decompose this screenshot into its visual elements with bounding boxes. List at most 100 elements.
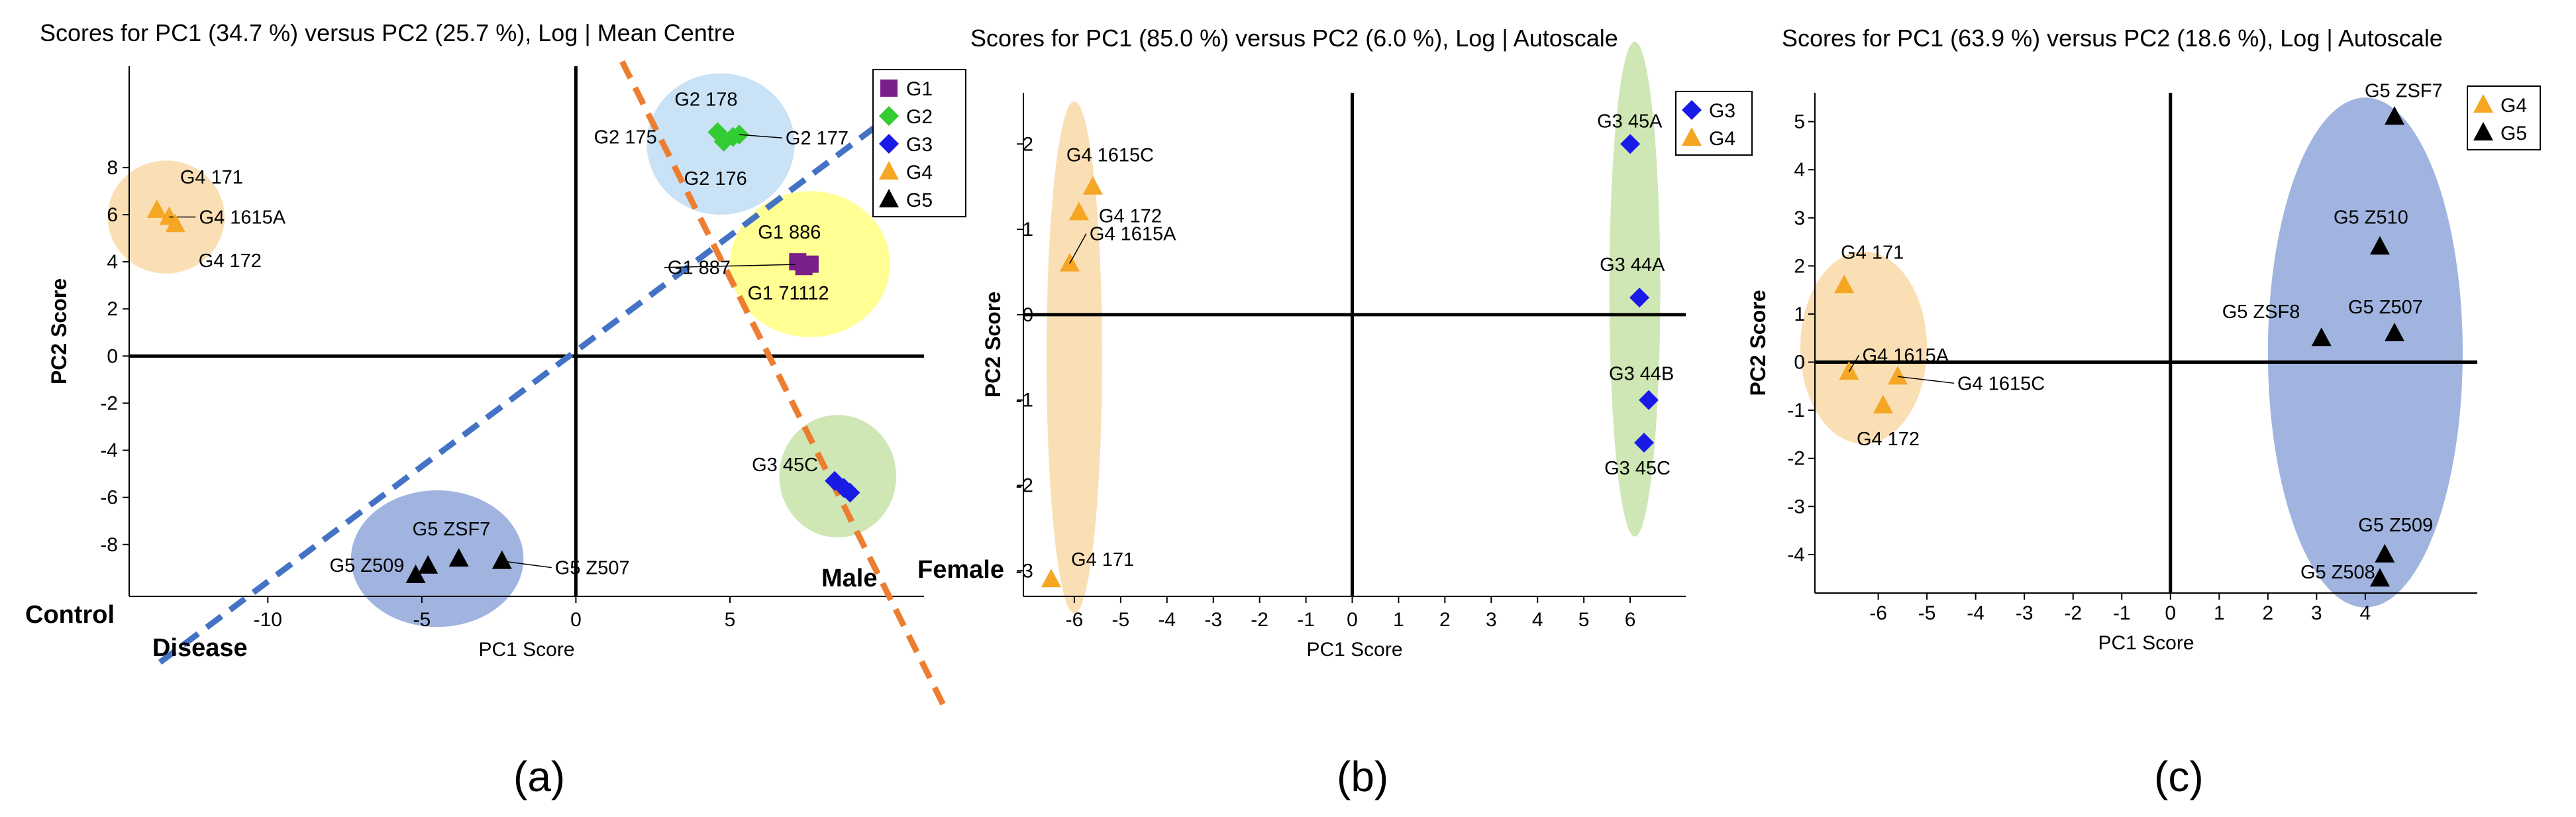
legend-label: G5 <box>2500 123 2527 144</box>
leader-line <box>664 263 810 268</box>
x-tick-label: 1 <box>1393 609 1404 631</box>
legend-marker-g5 <box>2473 122 2493 140</box>
data-point-g3 <box>1629 288 1650 308</box>
data-label: G5 ZSF8 <box>2222 301 2300 323</box>
data-label: G3 45C <box>1604 458 1671 479</box>
y-tick-label: 1 <box>1022 219 1033 241</box>
x-tick-label: -4 <box>1967 602 1984 624</box>
x-tick-label: -5 <box>1112 609 1130 631</box>
x-axis-label: PC1 Score <box>2098 632 2194 654</box>
data-label: G3 45A <box>1597 111 1663 132</box>
group-ellipse-g5 <box>350 490 524 627</box>
y-tick-label: -4 <box>1787 544 1805 566</box>
legend-marker-g1 <box>880 80 898 97</box>
data-point-g4 <box>1873 394 1893 413</box>
legend-label: G4 <box>1709 128 1735 150</box>
data-label: G4 1615A <box>1090 224 1176 245</box>
data-point-g3 <box>1620 134 1641 154</box>
data-point-g4 <box>146 199 167 218</box>
x-tick-label: -3 <box>2016 602 2034 624</box>
data-label: G1 887 <box>668 258 731 279</box>
x-tick-label: 3 <box>1486 609 1497 631</box>
data-label: G4 1615A <box>1862 345 1949 366</box>
group-ellipse-g5 <box>2267 97 2463 608</box>
leader-line <box>739 134 782 138</box>
data-label: G5 Z509 <box>330 555 405 576</box>
y-axis-label: PC2 Score <box>1746 290 1770 396</box>
data-label: G4 172 <box>1099 205 1162 227</box>
legend-marker-g3 <box>879 134 899 154</box>
data-point-g5 <box>2311 327 2332 347</box>
data-label: G5 Z507 <box>2348 297 2423 318</box>
y-tick-label: 1 <box>1794 303 1805 325</box>
data-label: G4 1615C <box>1066 145 1154 166</box>
x-tick-label: 0 <box>570 609 582 631</box>
y-tick-label: -3 <box>1015 560 1033 582</box>
x-tick-label: -6 <box>1869 602 1887 624</box>
divider-label: Disease <box>152 634 248 662</box>
y-tick-label: 0 <box>107 345 118 367</box>
group-ellipse-g4 <box>1800 251 1928 444</box>
legend-marker-g4 <box>2473 94 2493 113</box>
data-label: G4 172 <box>1857 429 1920 450</box>
x-axis-label: PC1 Score <box>478 639 574 661</box>
data-label: G3 44A <box>1600 254 1665 276</box>
y-axis-label: PC2 Score <box>47 278 71 384</box>
data-point-g1 <box>795 258 813 276</box>
x-tick-label: 4 <box>1532 609 1543 631</box>
chart-panel-2: -6 -5 -4 -3 -2 -1 0 1 2 3 4 5 4 3 2 1 0 -1 -2 -3 -4 PC1 Score… <box>1746 25 2541 654</box>
y-tick-label: 4 <box>107 251 118 273</box>
y-tick-label: 3 <box>1794 207 1805 229</box>
data-label: G3 45C <box>752 455 818 476</box>
legend-label: G3 <box>906 134 933 156</box>
data-label: G4 1615C <box>1957 373 2045 394</box>
data-label: G5 ZSF7 <box>413 519 491 540</box>
group-ellipse-g4 <box>1046 101 1102 614</box>
data-label: G2 178 <box>674 89 737 111</box>
x-tick-label: 0 <box>1347 609 1358 631</box>
data-point-g3 <box>1634 433 1655 453</box>
x-tick-label: 0 <box>2165 602 2176 624</box>
data-point-g4 <box>1839 361 1859 380</box>
y-axis-label: PC2 Score <box>981 292 1005 398</box>
data-point-g4 <box>165 213 185 233</box>
y-tick-label: 0 <box>1022 304 1033 326</box>
data-point-g5 <box>2385 106 2404 125</box>
data-point-g5 <box>2369 236 2390 255</box>
x-axis-label: PC1 Score <box>1306 639 1402 661</box>
x-tick-label: -5 <box>413 609 431 631</box>
y-tick-label: 2 <box>1794 255 1805 277</box>
y-tick-label: -2 <box>1015 475 1033 497</box>
x-tick-label: -1 <box>1297 609 1315 631</box>
data-point-g5 <box>491 550 512 569</box>
chart-panel-1: -6 -5 -4 -3 -2 -1 0 1 2 3 4 5 6 2 1 0 -1 -2 -3 PC1 Score PC2… <box>970 25 1753 661</box>
legend-marker-g2 <box>879 106 899 126</box>
x-tick-label: -4 <box>1158 609 1176 631</box>
x-tick-label: 5 <box>1578 609 1590 631</box>
data-point-g5 <box>2375 543 2395 563</box>
y-tick-label: -1 <box>1787 400 1805 421</box>
group-ellipse-g3 <box>1609 41 1661 537</box>
data-point-g4 <box>1059 252 1080 272</box>
data-label: G5 ZSF7 <box>2365 80 2443 101</box>
x-tick-label: 3 <box>2311 602 2322 624</box>
x-tick-label: 1 <box>2214 602 2225 624</box>
data-label: G3 44B <box>1609 364 1674 385</box>
data-point-g4 <box>1082 176 1103 195</box>
data-label: G2 177 <box>786 128 849 149</box>
data-point-g3 <box>834 478 854 498</box>
data-label: G5 Z507 <box>555 558 630 579</box>
x-tick-label: 2 <box>2262 602 2273 624</box>
legend-marker-g4 <box>1682 127 1702 146</box>
legend-marker-g5 <box>879 189 899 207</box>
data-point-g5 <box>448 548 469 567</box>
legend-label: G4 <box>2500 95 2527 117</box>
data-point-g5 <box>2369 568 2390 587</box>
panel-label-c: (c) <box>2154 753 2204 800</box>
y-tick-label: -2 <box>1787 448 1805 470</box>
x-tick-label: -6 <box>1066 609 1084 631</box>
legend-label: G1 <box>906 78 933 100</box>
chart-title: Scores for PC1 (63.9 %) versus PC2 (18.6… <box>1782 25 2443 52</box>
y-tick-label: -3 <box>1787 496 1805 517</box>
y-tick-label: -2 <box>100 392 118 414</box>
